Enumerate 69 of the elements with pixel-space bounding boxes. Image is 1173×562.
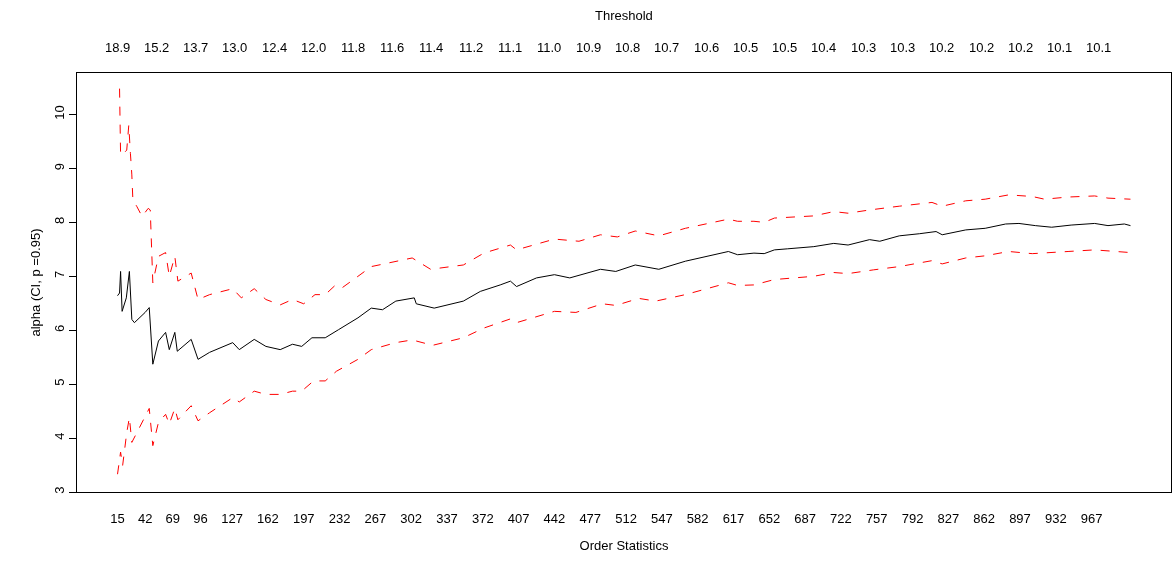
x-tick-label: 582	[686, 510, 709, 526]
y-tick-label: 10	[51, 105, 67, 120]
x-tick-label: 512	[615, 510, 637, 526]
text: 12.4	[262, 40, 288, 55]
text: 10.1	[1047, 40, 1073, 55]
text: 12.0	[301, 40, 327, 55]
text: 10.8	[615, 40, 641, 55]
x-tick-label: 127	[221, 510, 243, 526]
text: 10.1	[1086, 40, 1112, 55]
y-tick-label: 6	[51, 324, 67, 332]
y-tick-label: 9	[51, 162, 67, 171]
x-tick-label: 827	[937, 510, 960, 526]
y-tick-label: 3	[51, 486, 67, 494]
x-tick-label: 197	[292, 510, 315, 526]
x-tick-label: 407	[507, 510, 530, 526]
x-tick-label: 757	[865, 510, 888, 526]
line-series	[117, 222, 1131, 365]
text: 10.3	[851, 40, 877, 55]
y-tick-label: 5	[51, 378, 67, 386]
x-tick-label: 15	[110, 510, 125, 526]
x-tick-label: 862	[973, 510, 996, 526]
text: 10.2	[929, 40, 955, 55]
x-tick-label: 687	[794, 510, 816, 526]
x-tick-label: 932	[1044, 510, 1067, 526]
x2-axis-title: Threshold	[595, 8, 653, 23]
x-tick-label: 547	[651, 510, 673, 526]
text: 10.5	[772, 40, 798, 55]
x-tick-label: 96	[193, 510, 208, 526]
line-series	[117, 249, 1131, 475]
text: 11.1	[498, 40, 523, 55]
x-tick-label: 722	[830, 510, 852, 526]
x-tick-label: 652	[758, 510, 781, 526]
x-axis-title: Order Statistics	[579, 538, 669, 554]
text: 13.0	[222, 40, 248, 55]
y-axis-title: alpha (CI, p =0.95)	[27, 228, 43, 337]
text: 11.2	[459, 40, 484, 55]
y-tick-label: 8	[51, 216, 67, 225]
text: 10.7	[654, 40, 680, 55]
text: 11.4	[419, 40, 444, 55]
x-tick-label: 267	[364, 510, 387, 526]
text: 10.2	[969, 40, 995, 55]
line-series	[119, 88, 1131, 306]
x-tick-label: 372	[471, 510, 494, 526]
x-tick-label: 69	[165, 510, 180, 526]
x-tick-label: 897	[1009, 510, 1031, 526]
y-tick-label: 4	[51, 432, 67, 440]
x-tick-label: 302	[400, 510, 423, 526]
x-tick-label: 967	[1080, 510, 1103, 526]
text: 11.0	[537, 40, 562, 55]
text: 10.6	[694, 40, 720, 55]
x-tick-label: 42	[137, 510, 153, 526]
text: 10.3	[890, 40, 916, 55]
x-tick-label: 617	[722, 510, 745, 526]
y-tick-label: 7	[51, 270, 67, 278]
x-tick-label: 477	[579, 510, 602, 526]
text: 11.8	[341, 40, 366, 55]
text: 10.2	[1008, 40, 1034, 55]
text: 18.9	[105, 40, 131, 55]
x-tick-label: 162	[257, 510, 279, 526]
text: 13.7	[183, 40, 209, 55]
text: 10.5	[733, 40, 759, 55]
text: 15.2	[144, 40, 170, 55]
x-tick-label: 442	[543, 510, 566, 526]
text: 11.6	[380, 40, 405, 55]
x-tick-label: 232	[328, 510, 351, 526]
text: 10.9	[576, 40, 602, 55]
text: 10.4	[811, 40, 837, 55]
x-tick-label: 337	[436, 510, 458, 526]
x-tick-label: 792	[901, 510, 924, 526]
